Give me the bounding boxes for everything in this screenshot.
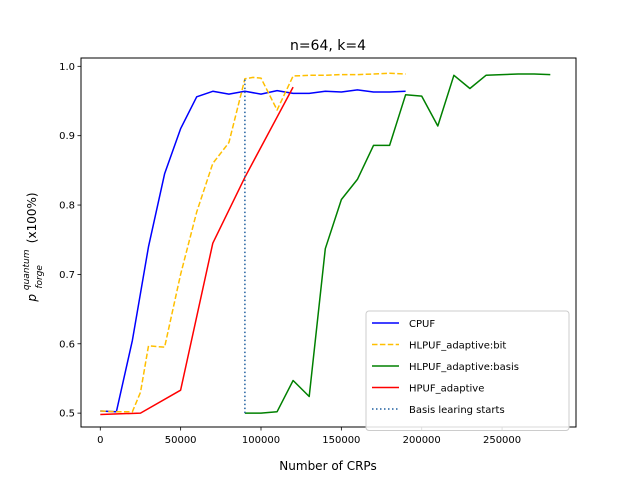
legend: CPUF HLPUF_adaptive:bit HLPUF_adaptive:bas… (365, 310, 570, 431)
series-line-hlpuf-adaptive-basis (244, 73, 551, 414)
y-tick-label: 0.8 (59, 201, 75, 212)
x-tick-label: 250000 (483, 435, 521, 446)
series-line-cpuf (100, 89, 406, 413)
legend-label: CPUF (409, 319, 435, 330)
legend-label: HPUF_adaptive (409, 384, 484, 395)
y-axis-subscript: forge (35, 265, 45, 289)
legend-box (365, 310, 570, 431)
x-tick-label: 100000 (242, 435, 280, 446)
series-line-hpuf-adaptive (100, 86, 294, 416)
y-tick-label: 0.7 (59, 270, 75, 281)
svg-text:p quantum forge: p quantum forge (x100%) (18, 192, 45, 302)
y-tick-label: 1.0 (59, 62, 75, 73)
chart-title: n=64, k=4 (290, 38, 366, 54)
legend-label: HLPUF_adaptive:basis (409, 362, 519, 373)
y-axis-superscript: quantum (22, 249, 32, 290)
x-tick-label: 200000 (403, 435, 441, 446)
y-axis-symbol: p (25, 294, 39, 303)
x-tick-label: 150000 (322, 435, 360, 446)
x-tick-label: 50000 (165, 435, 197, 446)
plot-area (100, 72, 551, 416)
legend-label: HLPUF_adaptive:bit (409, 341, 506, 352)
axis-ticks: 0 50000 100000 150000 200000 250000 0.5 0.6 0.7 0… (59, 62, 521, 446)
y-tick-label: 0.5 (59, 409, 75, 420)
x-axis-label: Number of CRPs (279, 459, 376, 473)
y-tick-label: 0.6 (59, 339, 75, 350)
legend-label: Basis learing starts (409, 405, 505, 416)
x-tick-label: 0 (97, 435, 103, 446)
axes-frame (80, 57, 577, 428)
y-axis-label: p quantum forge (x100%) (18, 192, 45, 302)
y-tick-label: 0.9 (59, 131, 75, 142)
y-axis-suffix: (x100%) (25, 192, 39, 243)
